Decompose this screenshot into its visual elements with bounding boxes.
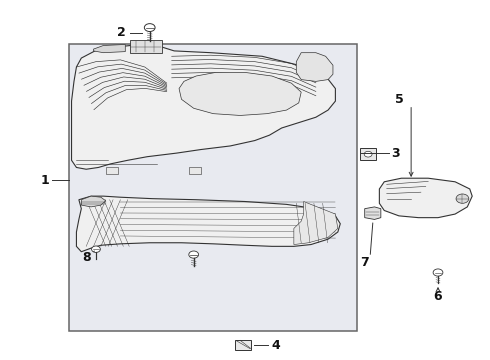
FancyBboxPatch shape: [235, 339, 251, 350]
Text: 3: 3: [392, 147, 400, 160]
Polygon shape: [72, 45, 335, 169]
Polygon shape: [179, 72, 301, 116]
Text: 2: 2: [117, 27, 125, 40]
Text: 1: 1: [40, 174, 49, 186]
Polygon shape: [379, 178, 472, 218]
Circle shape: [145, 24, 155, 32]
FancyBboxPatch shape: [360, 148, 376, 160]
Polygon shape: [81, 196, 106, 207]
Circle shape: [456, 194, 469, 203]
Bar: [106, 167, 118, 174]
Polygon shape: [76, 196, 340, 252]
Polygon shape: [94, 44, 125, 53]
Text: 6: 6: [434, 290, 442, 303]
Bar: [130, 40, 162, 53]
Bar: [69, 44, 357, 330]
Text: 8: 8: [82, 251, 91, 264]
Text: 7: 7: [360, 256, 369, 269]
Polygon shape: [296, 53, 333, 81]
Circle shape: [364, 151, 372, 157]
Circle shape: [92, 246, 100, 252]
Circle shape: [189, 251, 198, 258]
Polygon shape: [294, 202, 338, 244]
Text: 4: 4: [272, 339, 281, 352]
Circle shape: [433, 269, 443, 276]
Text: 5: 5: [394, 93, 403, 106]
Polygon shape: [365, 207, 381, 220]
Bar: [189, 167, 201, 174]
